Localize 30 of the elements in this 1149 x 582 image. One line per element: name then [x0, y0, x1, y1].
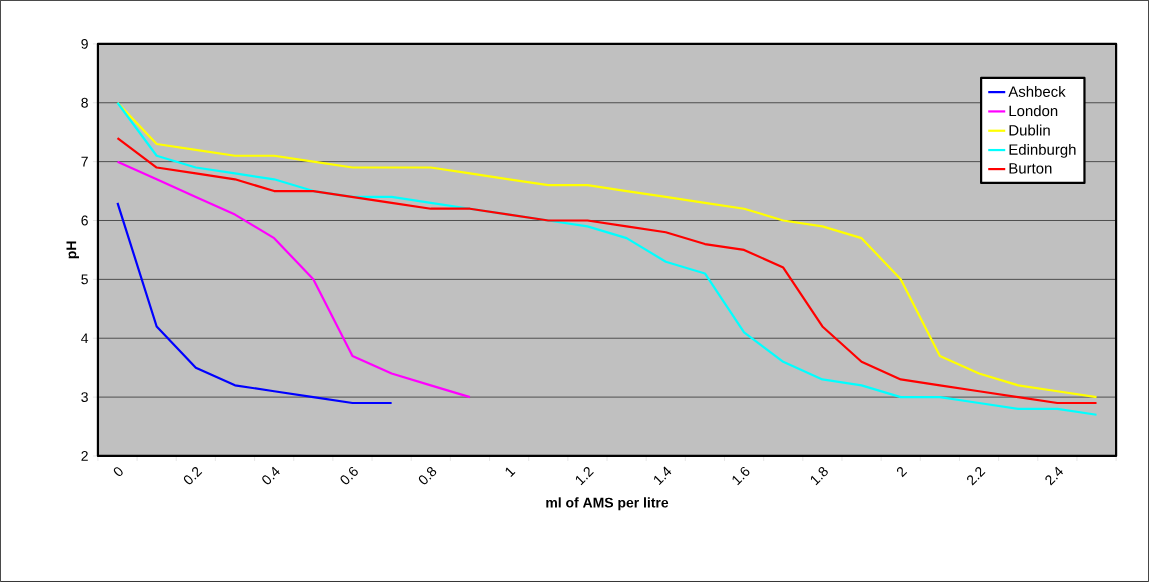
x-tick-label: 1.4	[654, 466, 672, 486]
y-tick-label: 8	[81, 97, 88, 108]
y-axis-title: pH	[66, 241, 79, 259]
x-tick-label: 1.6	[732, 467, 750, 486]
legend-label: London	[1009, 105, 1058, 117]
y-tick-label: 7	[81, 156, 88, 167]
legend-label: Burton	[1009, 163, 1052, 174]
line-series	[116, 201, 393, 405]
x-tick-label: 0.6	[340, 467, 358, 485]
x-tick-label: 2.2	[967, 467, 986, 486]
x-tick-label: 2	[896, 467, 908, 478]
legend-label: Ashbeck	[1008, 86, 1066, 97]
legend-label: Dublin	[1009, 124, 1050, 136]
y-tick-label: 3	[81, 392, 88, 403]
y-tick-label: 9	[81, 38, 88, 49]
x-tick-label: 0	[113, 467, 123, 477]
legend-label: Edinburgh	[1009, 143, 1076, 158]
x-tick-label: 0.2	[183, 467, 203, 485]
x-tick-label: 1.2	[575, 467, 594, 486]
y-tick-label: 6	[81, 215, 88, 226]
line-series	[116, 160, 472, 399]
y-tick-label: 2	[81, 451, 88, 461]
x-tick-label: 1	[505, 467, 516, 477]
x-tick-label: 0.4	[262, 466, 280, 485]
x-tick-label: 0.8	[418, 467, 437, 485]
x-tick-label: 2.4	[1045, 466, 1064, 486]
y-tick-label: 4	[81, 333, 89, 344]
y-tick-label: 5	[81, 274, 88, 285]
x-tick-label: 1.8	[810, 467, 828, 486]
x-axis-title: ml of AMS per litre	[546, 497, 669, 511]
